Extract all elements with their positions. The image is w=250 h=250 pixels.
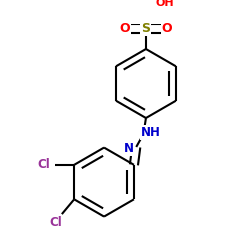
Text: OH: OH	[156, 0, 174, 8]
Text: O: O	[120, 22, 130, 35]
Text: N: N	[124, 142, 134, 155]
Text: NH: NH	[141, 126, 161, 139]
Text: Cl: Cl	[37, 158, 50, 171]
Text: O: O	[162, 22, 172, 35]
Text: Cl: Cl	[49, 216, 62, 229]
Text: S: S	[142, 22, 150, 35]
